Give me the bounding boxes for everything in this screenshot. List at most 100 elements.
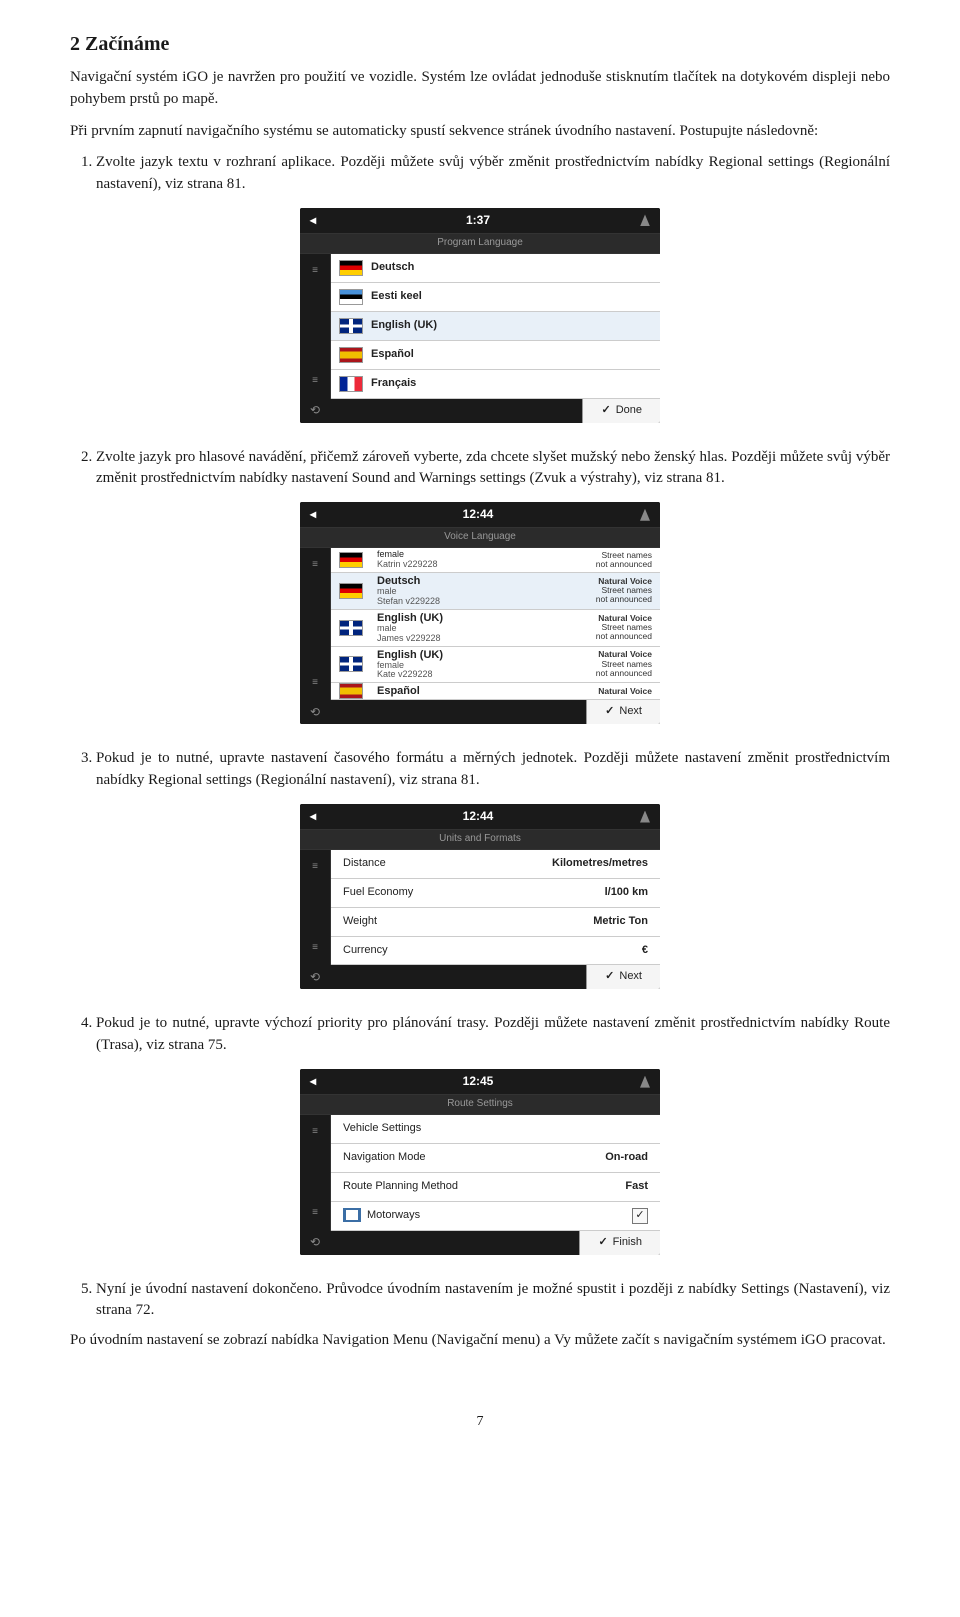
route-row[interactable]: Motorways ✓ xyxy=(331,1202,660,1231)
signal-icon xyxy=(640,509,650,521)
lang-label: Eesti keel xyxy=(371,289,422,305)
voice-name: Español xyxy=(377,685,420,697)
voice-row[interactable]: English (UK)maleJames v229228 Natural Vo… xyxy=(331,610,660,647)
voice-sub: James v229228 xyxy=(377,634,443,644)
screenshot-units-formats: ◂ 12:44 Units and Formats ≡ ≡ DistanceKi… xyxy=(300,804,660,990)
motorway-icon xyxy=(343,1208,361,1222)
menu-icon[interactable]: ≡ xyxy=(312,1125,318,1140)
check-icon: ✓ xyxy=(605,969,614,985)
voice-info: Natural Voice xyxy=(598,687,652,696)
unit-value: € xyxy=(642,943,648,959)
lang-label: Español xyxy=(371,347,414,363)
footer-icon[interactable]: ⟲ xyxy=(300,399,330,423)
finish-button[interactable]: ✓Finish xyxy=(579,1231,660,1255)
lang-row[interactable]: Français xyxy=(331,370,660,399)
unit-value: Kilometres/metres xyxy=(552,856,648,872)
lang-row[interactable]: English (UK) xyxy=(331,312,660,341)
unit-value: Metric Ton xyxy=(593,914,648,930)
flag-de-icon xyxy=(339,260,363,276)
step-1: Zvolte jazyk textu v rozhraní aplikace. … xyxy=(96,152,890,196)
flag-es-icon xyxy=(339,683,363,699)
step-2: Zvolte jazyk pro hlasové navádění, přiče… xyxy=(96,447,890,491)
back-icon[interactable]: ◂ xyxy=(310,1073,316,1090)
step-3: Pokud je to nutné, upravte nastavení čas… xyxy=(96,748,890,792)
menu-icon-2[interactable]: ≡ xyxy=(312,374,318,389)
screenshot-program-language: ◂ 1:37 Program Language ≡ ≡ Deutsch Eest… xyxy=(300,208,660,423)
lang-label: English (UK) xyxy=(371,318,437,334)
menu-icon[interactable]: ≡ xyxy=(312,558,318,573)
voice-sub: Katrin v229228 xyxy=(377,560,438,570)
motorway-checkbox[interactable]: ✓ xyxy=(632,1208,648,1224)
menu-icon-2[interactable]: ≡ xyxy=(312,676,318,691)
voice-name: English (UK) xyxy=(377,612,443,624)
screen-title: Units and Formats xyxy=(300,829,660,850)
screen-title: Voice Language xyxy=(300,527,660,548)
signal-icon xyxy=(640,214,650,226)
button-label: Next xyxy=(619,704,642,720)
voice-row[interactable]: English (UK)femaleKate v229228 Natural V… xyxy=(331,647,660,684)
route-label: Navigation Mode xyxy=(343,1150,426,1166)
lang-row[interactable]: Español xyxy=(331,341,660,370)
voice-info: not announced xyxy=(596,632,652,641)
lang-row[interactable]: Deutsch xyxy=(331,254,660,283)
menu-icon[interactable]: ≡ xyxy=(312,264,318,279)
flag-uk-icon xyxy=(339,656,363,672)
intro-para-2: Při prvním zapnutí navigačního systému s… xyxy=(70,121,890,143)
section-heading: 2 Začínáme xyxy=(70,30,890,59)
voice-info: not announced xyxy=(596,669,652,678)
back-icon[interactable]: ◂ xyxy=(310,808,316,825)
screenshot-voice-language: ◂ 12:44 Voice Language ≡ ≡ femaleKatrin … xyxy=(300,502,660,724)
unit-row[interactable]: Currency€ xyxy=(331,937,660,966)
done-button[interactable]: ✓Done xyxy=(582,399,660,423)
outro-para: Po úvodním nastavení se zobrazí nabídka … xyxy=(70,1330,890,1352)
menu-icon-2[interactable]: ≡ xyxy=(312,1206,318,1221)
unit-row[interactable]: DistanceKilometres/metres xyxy=(331,850,660,879)
button-label: Next xyxy=(619,969,642,985)
page-number: 7 xyxy=(70,1412,890,1432)
flag-uk-icon xyxy=(339,318,363,334)
route-value: On-road xyxy=(605,1150,648,1166)
route-row[interactable]: Vehicle Settings xyxy=(331,1115,660,1144)
flag-uk-icon xyxy=(339,620,363,636)
screen-title: Route Settings xyxy=(300,1094,660,1115)
next-button[interactable]: ✓ Next xyxy=(586,965,660,989)
flag-es-icon xyxy=(339,347,363,363)
route-row[interactable]: Navigation Mode On-road xyxy=(331,1144,660,1173)
next-button[interactable]: ✓Next xyxy=(586,700,660,724)
clock: 12:44 xyxy=(463,808,494,825)
lang-row[interactable]: Eesti keel xyxy=(331,283,660,312)
unit-row[interactable]: WeightMetric Ton xyxy=(331,908,660,937)
menu-icon[interactable]: ≡ xyxy=(312,860,318,875)
voice-row[interactable]: DeutschmaleStefan v229228 Natural VoiceS… xyxy=(331,573,660,610)
route-row[interactable]: Route Planning Method Fast xyxy=(331,1173,660,1202)
voice-row[interactable]: femaleKatrin v229228 Street namesnot ann… xyxy=(331,548,660,573)
route-value: Fast xyxy=(625,1179,648,1195)
step-5: Nyní je úvodní nastavení dokončeno. Prův… xyxy=(96,1279,890,1323)
footer-icon[interactable]: ⟲ xyxy=(300,965,330,989)
back-icon[interactable]: ◂ xyxy=(310,506,316,523)
flag-fr-icon xyxy=(339,376,363,392)
voice-sub: Kate v229228 xyxy=(377,670,443,680)
clock: 1:37 xyxy=(466,212,490,229)
unit-value: l/100 km xyxy=(605,885,648,901)
screenshot-route-settings: ◂ 12:45 Route Settings ≡ ≡ Vehicle Setti… xyxy=(300,1069,660,1255)
voice-name: English (UK) xyxy=(377,649,443,661)
voice-row[interactable]: Español Natural Voice xyxy=(331,683,660,700)
screen-title: Program Language xyxy=(300,233,660,254)
lang-label: Deutsch xyxy=(371,260,414,276)
unit-row[interactable]: Fuel Economy l/100 km xyxy=(331,879,660,908)
flag-ee-icon xyxy=(339,289,363,305)
footer-icon[interactable]: ⟲ xyxy=(300,700,330,724)
back-icon[interactable]: ◂ xyxy=(310,212,316,229)
voice-info: not announced xyxy=(596,560,652,569)
voice-sub: Stefan v229228 xyxy=(377,597,440,607)
lang-label: Français xyxy=(371,376,416,392)
signal-icon xyxy=(640,1076,650,1088)
intro-para-1: Navigační systém iGO je navržen pro použ… xyxy=(70,67,890,111)
menu-icon-2[interactable]: ≡ xyxy=(312,941,318,956)
route-label: Motorways xyxy=(367,1209,420,1221)
footer-icon[interactable]: ⟲ xyxy=(300,1231,330,1255)
unit-label: Fuel Economy xyxy=(343,885,413,901)
signal-icon xyxy=(640,811,650,823)
route-label: Route Planning Method xyxy=(343,1179,458,1195)
